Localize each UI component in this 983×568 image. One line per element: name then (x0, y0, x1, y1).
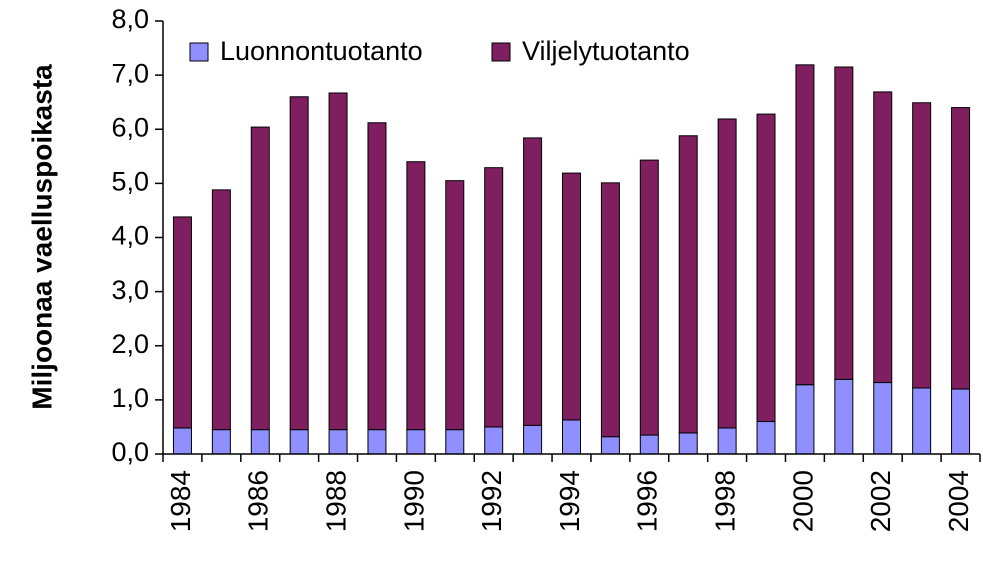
legend-swatch (189, 42, 209, 62)
bar (523, 137, 543, 426)
bar (562, 419, 581, 455)
bar (289, 429, 309, 455)
bar (717, 427, 737, 455)
bar (367, 429, 387, 455)
bar (795, 64, 815, 386)
y-tick-label: 2,0 (111, 329, 149, 359)
x-tick-label: 2004 (943, 470, 974, 532)
legend-label: Viljelytuotanto (522, 36, 690, 66)
x-tick-label: 1998 (710, 470, 741, 532)
bar (484, 167, 504, 428)
bar (678, 135, 698, 434)
legend-label: Luonnontuotanto (220, 36, 423, 66)
bar (367, 122, 387, 431)
bar (600, 436, 620, 455)
bar (834, 66, 854, 380)
bar (756, 113, 776, 423)
bar (289, 96, 309, 431)
y-tick-label: 8,0 (111, 4, 149, 34)
bar (873, 382, 893, 455)
bar (951, 107, 971, 390)
bar (678, 432, 698, 455)
bar (445, 180, 465, 431)
bar (562, 172, 581, 421)
bar (211, 189, 231, 431)
bar (484, 426, 504, 455)
y-tick-label: 5,0 (111, 167, 149, 197)
x-tick-label: 1992 (476, 470, 507, 532)
bar (795, 384, 815, 455)
bar (717, 118, 737, 429)
x-tick-label: 1990 (398, 470, 429, 532)
bar (172, 216, 192, 429)
bar (600, 182, 620, 438)
bar (912, 387, 932, 455)
bar (639, 159, 659, 436)
x-tick-label: 1994 (554, 470, 585, 532)
bar (172, 427, 192, 455)
bar (445, 429, 465, 455)
y-tick-label: 4,0 (111, 221, 149, 251)
bar (523, 424, 543, 455)
y-tick-label: 3,0 (111, 275, 149, 305)
bar (834, 378, 854, 455)
y-axis-label: Miljoonaa vaelluspoikasta (26, 64, 57, 410)
bar (328, 429, 348, 455)
x-tick-label: 2000 (787, 470, 818, 532)
bar (912, 102, 932, 389)
x-tick-label: 1986 (243, 470, 274, 532)
bar (639, 434, 659, 455)
bar (211, 429, 231, 455)
x-tick-label: 1996 (632, 470, 663, 532)
bar (406, 161, 426, 431)
y-tick-label: 6,0 (111, 112, 149, 142)
x-tick-label: 1984 (165, 470, 196, 532)
bar (406, 429, 426, 455)
y-tick-label: 7,0 (111, 58, 149, 88)
x-tick-label: 2002 (865, 470, 896, 532)
bar (873, 91, 893, 384)
bar (250, 429, 270, 455)
bar (951, 388, 971, 455)
y-tick-label: 1,0 (111, 383, 149, 413)
bar (328, 92, 348, 431)
legend-swatch (491, 42, 511, 62)
y-tick-label: 0,0 (111, 437, 149, 467)
x-tick-label: 1988 (320, 470, 351, 532)
bar (250, 126, 270, 431)
bar (756, 421, 776, 455)
